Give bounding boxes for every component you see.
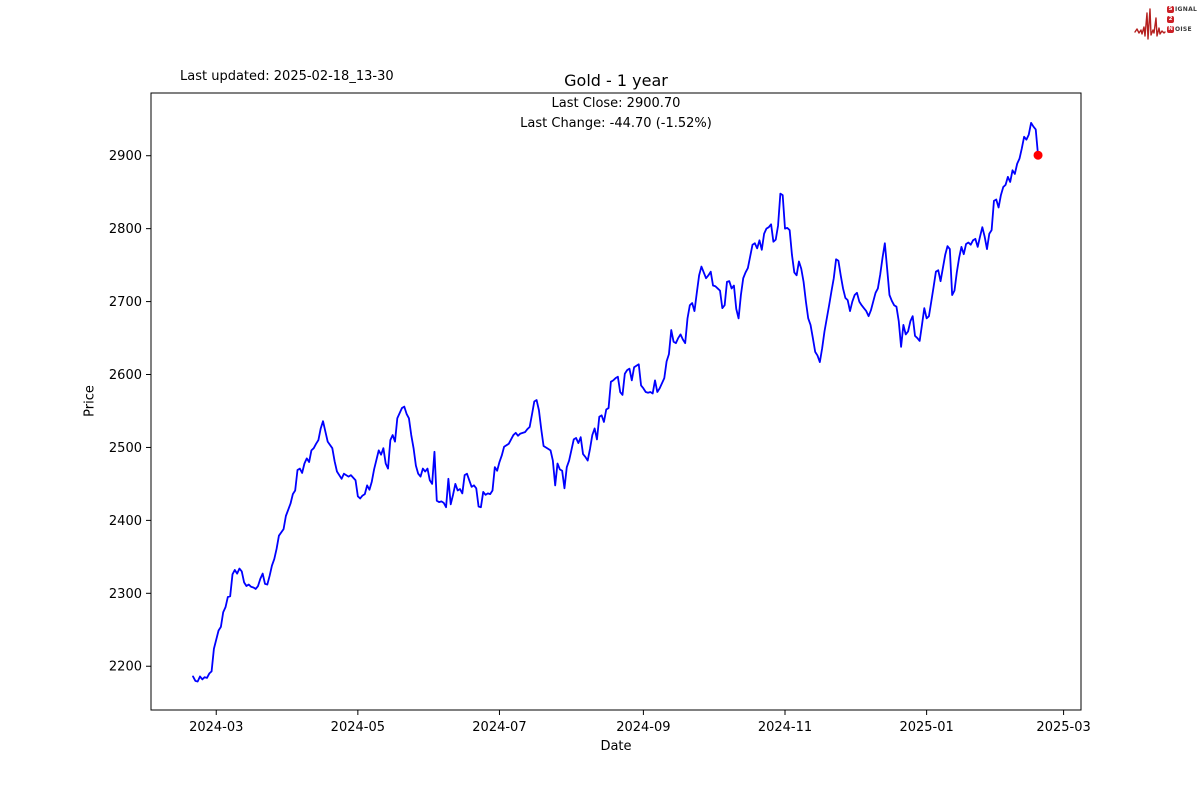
y-tick-label: 2600 bbox=[109, 368, 142, 383]
x-tick-label: 2024-09 bbox=[616, 720, 670, 735]
x-tick-label: 2025-03 bbox=[1036, 720, 1090, 735]
x-tick-label: 2025-01 bbox=[899, 720, 953, 735]
logo-badge-s: S bbox=[1167, 6, 1174, 13]
y-tick-label: 2200 bbox=[109, 660, 142, 675]
x-tick-label: 2024-07 bbox=[472, 720, 526, 735]
last-updated-text: Last updated: 2025-02-18_13-30 bbox=[180, 69, 394, 84]
logo-badge-n: N bbox=[1167, 26, 1174, 33]
signal2noise-logo: S IGNAL 2 N OISE bbox=[1134, 3, 1197, 45]
last-change-annotation: Last Change: -44.70 (-1.52%) bbox=[520, 116, 712, 131]
logo-row-signal: S IGNAL bbox=[1167, 6, 1197, 13]
x-tick-label: 2024-03 bbox=[189, 720, 243, 735]
x-tick-label: 2024-05 bbox=[331, 720, 385, 735]
logo-text: S IGNAL 2 N OISE bbox=[1167, 6, 1197, 33]
y-tick-label: 2400 bbox=[109, 514, 142, 529]
price-line bbox=[192, 122, 1039, 683]
logo-text-oise: OISE bbox=[1175, 26, 1192, 33]
y-tick-label: 2500 bbox=[109, 441, 142, 456]
y-tick-label: 2700 bbox=[109, 295, 142, 310]
logo-row-noise: N OISE bbox=[1167, 26, 1197, 33]
y-tick-label: 2800 bbox=[109, 222, 142, 237]
last-close-annotation: Last Close: 2900.70 bbox=[551, 96, 681, 111]
waveform-icon bbox=[1134, 8, 1166, 40]
logo-text-ignal: IGNAL bbox=[1175, 6, 1198, 13]
logo-row-2: 2 bbox=[1167, 16, 1197, 23]
chart-title: Gold - 1 year bbox=[564, 71, 668, 90]
x-tick-label: 2024-11 bbox=[758, 720, 812, 735]
x-axis-label: Date bbox=[600, 739, 632, 754]
last-price-marker bbox=[1033, 150, 1043, 160]
plot-border bbox=[150, 92, 1082, 711]
y-tick-label: 2300 bbox=[109, 587, 142, 602]
logo-badge-2: 2 bbox=[1167, 16, 1174, 23]
y-tick-label: 2900 bbox=[109, 149, 142, 164]
